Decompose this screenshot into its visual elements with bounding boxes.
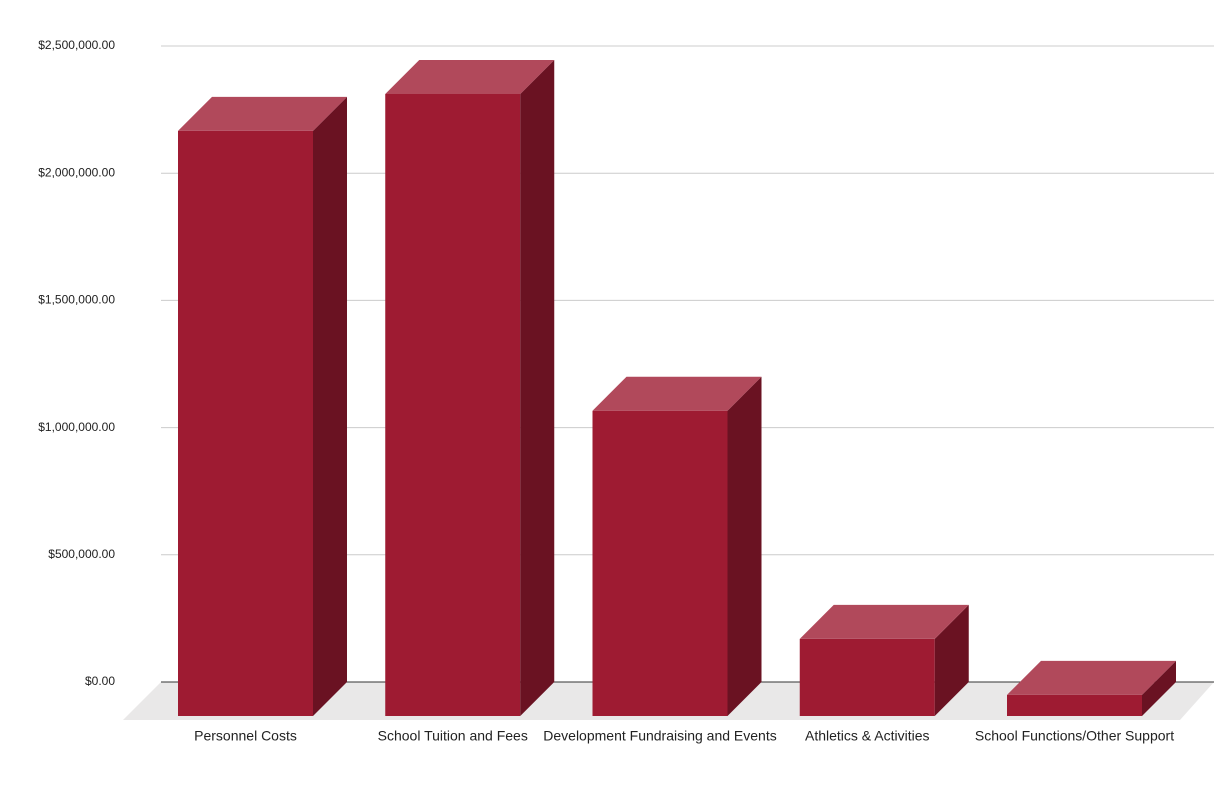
bar-front xyxy=(385,93,521,716)
x-tick-label: School Tuition and Fees xyxy=(378,728,528,744)
bar-side xyxy=(1142,660,1176,716)
bar-side xyxy=(727,376,762,716)
bar-top xyxy=(592,376,762,411)
bar-front xyxy=(799,638,935,716)
bar-front xyxy=(592,410,728,716)
bar-top xyxy=(1007,660,1176,695)
bar-top xyxy=(178,96,347,131)
bar-side xyxy=(520,59,555,716)
x-tick-label: Athletics & Activities xyxy=(805,728,930,744)
y-tick-label: $1,000,000.00 xyxy=(38,420,115,434)
x-tick-label: Personnel Costs xyxy=(194,728,297,744)
bar-top xyxy=(799,604,969,639)
bar-side xyxy=(313,96,347,716)
bar-side xyxy=(934,604,969,716)
y-tick-label: $500,000.00 xyxy=(48,547,115,561)
x-tick-label: Development Fundraising and Events xyxy=(543,728,776,744)
y-tick-label: $0.00 xyxy=(85,674,115,688)
y-tick-label: $2,000,000.00 xyxy=(38,165,115,179)
bar-front xyxy=(1007,694,1142,716)
y-tick-label: $1,500,000.00 xyxy=(38,293,115,307)
x-tick-label: School Functions/Other Support xyxy=(975,728,1174,744)
y-tick-label: $2,500,000.00 xyxy=(38,38,115,52)
bar-front xyxy=(178,130,313,716)
bar-top xyxy=(385,59,555,94)
